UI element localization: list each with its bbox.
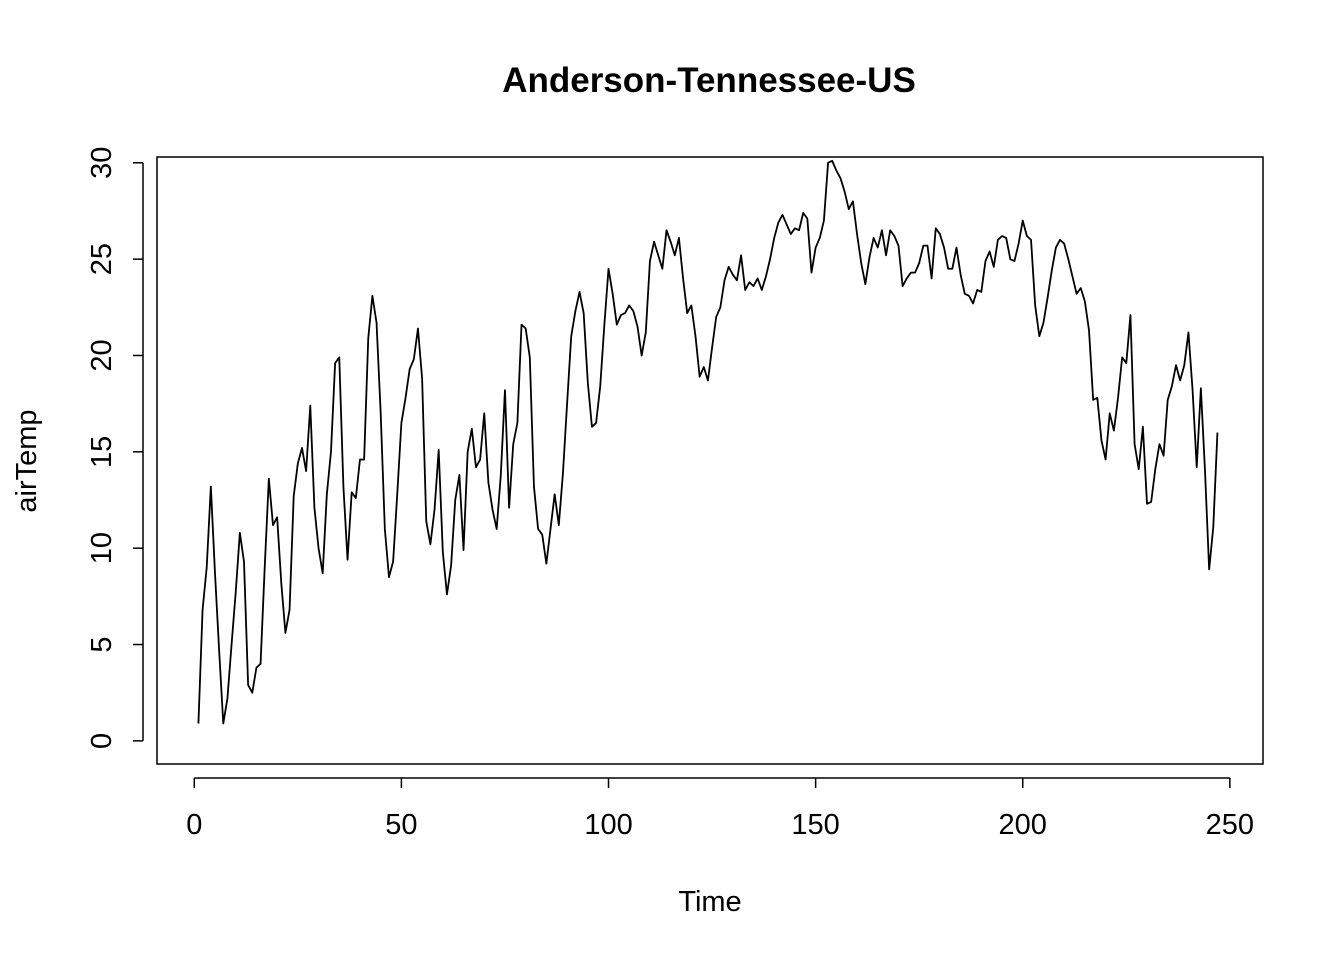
chart-title: Anderson-Tennessee-US xyxy=(502,61,916,100)
x-axis: 0 50 100 150 200 250 xyxy=(186,777,1254,841)
y-tick-label: 30 xyxy=(86,147,118,179)
x-axis-label: Time xyxy=(678,886,741,918)
series-line xyxy=(197,159,1219,725)
x-tick-label: 250 xyxy=(1206,809,1254,841)
y-tick-label: 20 xyxy=(86,339,118,371)
y-tick-label: 10 xyxy=(86,532,118,564)
plot-frame xyxy=(156,156,1264,765)
x-tick-label: 0 xyxy=(186,809,202,841)
y-tick-label: 5 xyxy=(86,636,118,652)
x-tick-label: 50 xyxy=(385,809,417,841)
y-tick-label: 0 xyxy=(86,733,118,749)
y-axis-label: airTemp xyxy=(11,409,43,512)
x-tick-label: 100 xyxy=(584,809,632,841)
y-tick-label: 15 xyxy=(86,436,118,468)
x-tick-label: 150 xyxy=(791,809,839,841)
y-tick-label: 25 xyxy=(86,243,118,275)
y-axis: 0 5 10 15 20 25 30 xyxy=(86,147,144,749)
x-tick-label: 200 xyxy=(999,809,1047,841)
